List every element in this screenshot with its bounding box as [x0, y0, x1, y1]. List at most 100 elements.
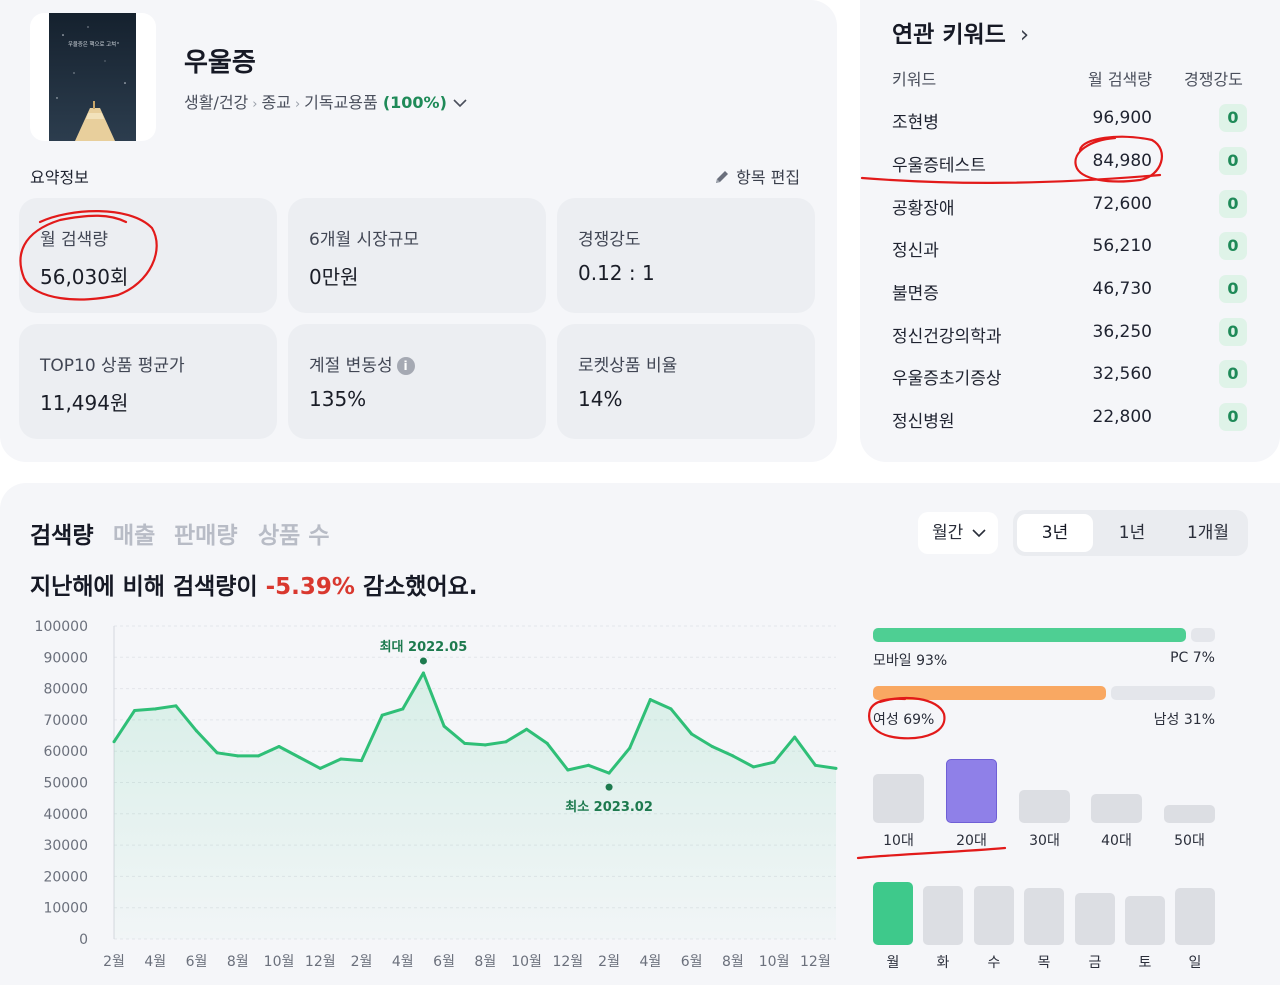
pencil-icon [716, 171, 728, 183]
age-bar [1164, 805, 1215, 823]
keyword-row[interactable]: 정신과 56,210 0 [860, 228, 1280, 271]
category-breadcrumb[interactable]: 생활/건강 › 종교 › 기독교용품 (100%) [184, 89, 468, 113]
data-point[interactable] [834, 766, 838, 770]
data-point[interactable] [401, 707, 405, 711]
range-option-1m[interactable]: 1개월 [1186, 523, 1230, 543]
data-point[interactable] [648, 698, 652, 702]
data-point[interactable] [174, 704, 178, 708]
keyword-row[interactable]: 정신건강의학과 36,250 0 [860, 314, 1280, 357]
data-point[interactable] [318, 766, 322, 770]
keyword-row[interactable]: 조현병 96,900 0 [860, 100, 1280, 143]
data-point[interactable] [421, 671, 425, 675]
breadcrumb-level-1[interactable]: 생활/건강 [184, 93, 249, 112]
keyword-volume: 22,800 [1092, 407, 1152, 427]
keyword-name[interactable]: 불면증 [892, 284, 939, 304]
header-volume: 월 검색량 [1088, 70, 1152, 89]
data-point[interactable] [133, 709, 137, 713]
data-point[interactable] [298, 755, 302, 759]
female-share-label: 여성 69% [873, 712, 935, 728]
data-point[interactable] [504, 740, 508, 744]
summary-card-market-size: 6개월 시장규모 0만원 [288, 198, 546, 313]
keyword-name[interactable]: 정신건강의학과 [892, 327, 1002, 347]
tab-sales-count[interactable]: 판매량 [174, 523, 238, 549]
data-point[interactable] [751, 765, 755, 769]
weekday-bar [1125, 896, 1165, 945]
tab-product-count[interactable]: 상품 수 [258, 523, 330, 549]
competition-badge: 0 [1219, 232, 1247, 260]
data-point[interactable] [463, 741, 467, 745]
keyword-name[interactable]: 공황장애 [892, 199, 955, 219]
edit-items-button[interactable]: 항목 편집 [713, 164, 800, 188]
data-point[interactable] [153, 707, 157, 711]
tab-revenue[interactable]: 매출 [113, 523, 156, 549]
data-point[interactable] [710, 745, 714, 749]
y-tick-label: 80000 [43, 682, 88, 698]
x-tick-label: 6월 [186, 954, 208, 970]
age-label: 20대 [956, 833, 987, 849]
data-point[interactable] [380, 713, 384, 717]
range-option-3y[interactable]: 3년 [1017, 514, 1093, 552]
min-annotation: 최소 2023.02 [565, 800, 653, 815]
data-point[interactable] [339, 757, 343, 761]
header-competition: 경쟁강도 [1184, 70, 1243, 89]
keyword-row[interactable]: 우울증테스트 84,980 0 [860, 143, 1280, 186]
data-point[interactable] [628, 746, 632, 750]
male-share-label: 남성 31% [1153, 712, 1215, 728]
competition-badge: 0 [1219, 190, 1247, 218]
tab-search-volume[interactable]: 검색량 [30, 523, 94, 549]
data-point[interactable] [793, 735, 797, 739]
keyword-row[interactable]: 우울증초기증상 32,560 0 [860, 356, 1280, 399]
data-point[interactable] [772, 760, 776, 764]
data-point[interactable] [690, 732, 694, 736]
keyword-name[interactable]: 정신병원 [892, 412, 955, 432]
x-tick-label: 6월 [681, 954, 703, 970]
related-keywords-panel: 연관 키워드 › 키워드 월 검색량 경쟁강도 조현병 96,900 0 우울증… [860, 0, 1280, 462]
range-option-1y[interactable]: 1년 [1118, 523, 1146, 543]
x-tick-label: 2월 [351, 954, 373, 970]
mobile-share-bar [873, 628, 1186, 642]
header-keyword: 키워드 [892, 70, 937, 89]
data-point[interactable] [442, 724, 446, 728]
data-point[interactable] [483, 743, 487, 747]
y-tick-label: 40000 [43, 807, 88, 823]
keyword-name[interactable]: 우울증테스트 [892, 156, 986, 176]
data-point[interactable] [731, 754, 735, 758]
info-icon[interactable]: i [396, 357, 415, 375]
product-thumbnail[interactable]: 우울증은 핵으로 고쳐 [30, 13, 156, 141]
data-point[interactable] [277, 745, 281, 749]
data-point[interactable] [256, 754, 260, 758]
data-point[interactable] [195, 729, 199, 733]
keyword-name[interactable]: 조현병 [892, 113, 939, 133]
chevron-down-icon[interactable] [452, 97, 468, 109]
data-point[interactable] [669, 707, 673, 711]
data-point[interactable] [215, 751, 219, 755]
card-value: 14% [578, 387, 623, 411]
keyword-name[interactable]: 정신과 [892, 241, 939, 261]
x-tick-label: 12월 [800, 954, 831, 970]
data-point[interactable] [566, 768, 570, 772]
female-share-bar [873, 686, 1106, 700]
keyword-name[interactable]: 우울증초기증상 [892, 369, 1002, 389]
data-point[interactable] [360, 759, 364, 763]
age-bar [1091, 794, 1142, 823]
male-share-bar [1111, 686, 1215, 700]
breadcrumb-level-2[interactable]: 종교 [261, 93, 291, 112]
pc-share-label: PC 7% [1170, 650, 1215, 666]
data-point[interactable] [236, 754, 240, 758]
keyword-row[interactable]: 정신병원 22,800 0 [860, 399, 1280, 442]
keyword-row[interactable]: 공황장애 72,600 0 [860, 186, 1280, 229]
keyword-row[interactable]: 불면증 46,730 0 [860, 271, 1280, 314]
breadcrumb-level-3[interactable]: 기독교용품 [304, 93, 378, 112]
data-point[interactable] [813, 763, 817, 767]
related-keywords-title[interactable]: 연관 키워드 › [892, 15, 1029, 49]
data-point[interactable] [607, 771, 611, 775]
card-value: 0만원 [309, 265, 359, 289]
keyword-volume: 32,560 [1092, 364, 1152, 384]
y-tick-label: 10000 [43, 901, 88, 917]
data-point[interactable] [586, 763, 590, 767]
data-point[interactable] [525, 727, 529, 731]
age-label: 10대 [883, 833, 914, 849]
data-point[interactable] [112, 740, 116, 744]
data-point[interactable] [545, 741, 549, 745]
period-select[interactable]: 월간 [918, 512, 998, 554]
